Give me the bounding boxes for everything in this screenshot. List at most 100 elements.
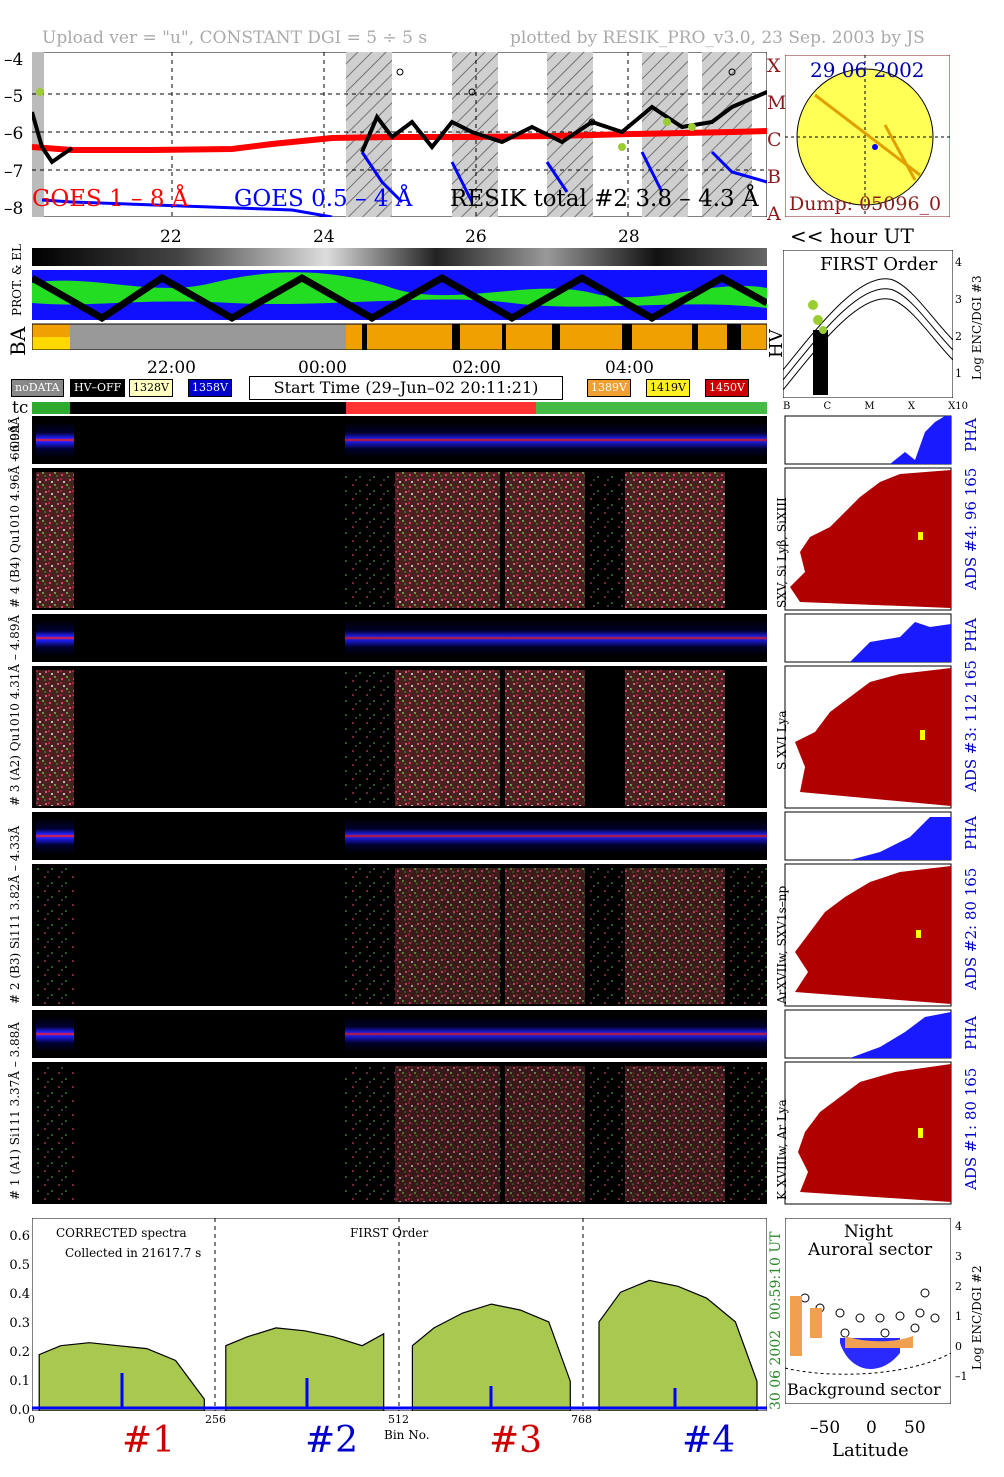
sun-disk-plot — [785, 55, 950, 217]
first-order-small-title: FIRST Order — [820, 254, 938, 275]
orbit-xtick-50: 50 — [904, 1418, 926, 1438]
channel-4-pha: PHA — [962, 417, 980, 452]
orbit-background: Background sector — [787, 1380, 941, 1399]
channel-3-pha: PHA — [962, 617, 980, 652]
channel-1-pha-strip — [32, 1010, 767, 1058]
legend-nodata: noDATA — [11, 379, 64, 397]
tc-label: tc — [12, 398, 29, 418]
corrected-spectra-plot — [32, 1218, 767, 1411]
orbit-xtick-0: 0 — [866, 1418, 877, 1438]
first-order-small-plot — [783, 250, 953, 398]
channel-1-ads-histogram — [784, 1061, 952, 1205]
day-tick-28: 28 — [618, 227, 640, 247]
goes-ytick-5: –5 — [4, 87, 24, 107]
tc-strip — [32, 402, 767, 414]
channel-4-pha-strip — [32, 416, 767, 464]
goes-class-letters: X M C B A — [767, 55, 787, 225]
orbit-xtick-50neg: –50 — [810, 1418, 841, 1438]
channel-4-ads-histogram — [784, 467, 952, 611]
channel-2-pha-histogram — [784, 811, 952, 861]
goes-ytick-7: –7 — [4, 162, 24, 182]
orbit-latitude-plot — [785, 1218, 951, 1404]
channel-spectrograms — [32, 415, 952, 1205]
channel-3-lines: S XVI Lya — [775, 710, 789, 771]
channel-3-ads: ADS #3: 112 165 — [962, 660, 980, 792]
sun-dump: Dump: 05096_0 — [789, 193, 942, 215]
spectrum-yticks: 0.6 0.5 0.4 0.3 0.2 0.1 0.0 — [9, 1229, 30, 1418]
channel-4-lines: SXV, Si Lyβ, SiXIII — [775, 497, 789, 608]
goes-ytick-4: –4 — [4, 50, 24, 70]
channel-3-label: # 3 (A2) Qu1010 4.31Å – 4.89Å — [8, 614, 22, 806]
channel-2-ads-histogram — [784, 863, 952, 1007]
spectrum-area-4 — [598, 1279, 758, 1411]
goes-ytick-8: –8 — [4, 199, 24, 219]
channel-1-ads: ADS #1: 80 165 — [962, 1067, 980, 1190]
orbit-ylabel: Log ENC/DGI #2 — [970, 1265, 984, 1370]
channel-3-ads-histogram — [784, 665, 952, 809]
prot-el-label: PROT. & EL — [10, 243, 24, 316]
day-tick-24: 24 — [313, 227, 335, 247]
header-plotted-by: plotted by RESIK_PRO_v3.0, 23 Sep. 2003 … — [510, 28, 925, 48]
spectrum-xlabel: Bin No. — [384, 1428, 430, 1442]
spectrum-area-3 — [411, 1303, 571, 1411]
channel-2-pha-strip — [32, 812, 767, 860]
spectrum-channel-4: #4 — [682, 1420, 736, 1461]
channel-4-ads: ADS #4: 96 165 — [962, 467, 980, 590]
status-strips — [32, 248, 767, 350]
legend-1358v: 1358V — [188, 379, 232, 397]
channel-4-label: # 4 (B4) Qu1010 4.96Å – 6.09Å — [8, 416, 22, 608]
spectrum-utc-time: 00:59:10 UT — [768, 1231, 784, 1320]
header-upload-info: Upload ver = "u", CONSTANT DGI = 5 ÷ 5 s — [42, 28, 428, 48]
hour-tick-2200: 22:00 — [147, 358, 196, 378]
channel-2-lines: ArXVIIw, SXV1s–np — [775, 885, 789, 1004]
sun-date: 29 06 2002 — [810, 58, 925, 82]
spectrum-channel-2: #2 — [305, 1420, 359, 1461]
channel-1-spectrogram — [32, 1062, 767, 1204]
channel-4-pha-histogram — [784, 415, 952, 465]
channel-2-label: # 2 (B3) Si111 3.82Å – 4.33Å — [8, 825, 22, 1004]
legend-start-time: Start Time (29–Jun–02 20:11:21) — [249, 376, 563, 400]
first-order-small-ylabel: Log ENC/DGI #3 — [970, 275, 984, 380]
resik-total-label: RESIK total #2 3.8 – 4.3 Å — [450, 186, 759, 212]
legend-1450v: 1450V — [705, 379, 749, 397]
channel-2-ads: ADS #2: 80 165 — [962, 867, 980, 990]
channel-4-spectrogram — [32, 468, 767, 610]
orbit-auroral: Auroral sector — [808, 1240, 933, 1260]
channel-3-pha-histogram — [784, 613, 952, 663]
goes-ytick-6: –6 — [4, 124, 24, 144]
legend-1328v: 1328V — [129, 379, 173, 397]
channel-1-lines: K XVIIIw, Ar Lya — [775, 1099, 789, 1200]
day-tick-22: 22 — [160, 227, 182, 247]
spectrum-channel-1: #1 — [122, 1420, 176, 1461]
spectrum-title: CORRECTED spectra — [56, 1226, 187, 1240]
orbit-night: Night — [844, 1222, 893, 1242]
goes-light-curve-plot — [32, 52, 767, 217]
spectrum-area-2 — [225, 1327, 385, 1411]
spectrum-channel-3: #3 — [489, 1420, 543, 1461]
spectrum-xtick-0: 0 — [28, 1413, 35, 1426]
channel-3-spectrogram — [32, 666, 767, 808]
hour-tick-0400: 04:00 — [605, 358, 654, 378]
spectrum-xtick-768: 768 — [571, 1413, 592, 1426]
spectrum-xtick-256: 256 — [205, 1413, 226, 1426]
spectrum-xtick-512: 512 — [388, 1413, 409, 1426]
legend-hv-off: HV–OFF — [70, 379, 126, 397]
channel-1-pha-histogram — [784, 1009, 952, 1059]
channel-1-label: # 1 (A1) Si111 3.37Å – 3.88Å — [8, 1022, 22, 1200]
ba-label: BA — [6, 326, 30, 356]
channel-2-pha: PHA — [962, 815, 980, 850]
channel-1-pha: PHA — [962, 1015, 980, 1050]
spectrum-utc-date: 30 06 2002 — [768, 1329, 784, 1410]
goes-long-label: GOES 1 – 8 Å — [32, 186, 189, 212]
goes-short-label: GOES 0.5 – 4 Å — [234, 186, 413, 212]
hour-tick-0000: 00:00 — [298, 358, 347, 378]
day-tick-26: 26 — [465, 227, 487, 247]
orbit-xlabel: Latitude — [832, 1440, 909, 1461]
hour-tick-0200: 02:00 — [452, 358, 501, 378]
goes-short-curve — [41, 150, 767, 217]
channel-3-pha-strip — [32, 614, 767, 662]
spectrum-collected: Collected in 21617.7 s — [65, 1246, 202, 1260]
